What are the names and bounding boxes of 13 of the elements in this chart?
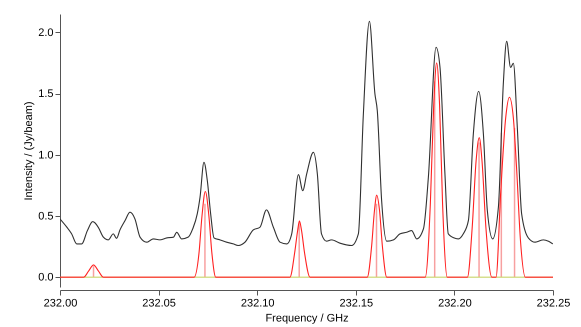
x-tick-label: 232.10 xyxy=(240,298,275,310)
x-axis-title: Frequency / GHz xyxy=(265,312,349,324)
x-tick-label: 232.05 xyxy=(142,298,176,310)
x-tick-label: 232.00 xyxy=(44,298,78,310)
y-tick-label: 0.5 xyxy=(38,210,54,222)
x-tick-label: 232.20 xyxy=(438,298,472,310)
y-tick-label: 1.5 xyxy=(38,88,54,100)
y-tick-label: 2.0 xyxy=(38,26,54,39)
y-tick-label: 1.0 xyxy=(38,149,54,162)
y-tick-label: 0.0 xyxy=(38,272,54,284)
x-tick-label: 232.15 xyxy=(339,298,374,310)
y-axis-title: Intensity / (Jy/beam) xyxy=(23,101,36,201)
x-tick-label: 232.25 xyxy=(536,298,570,310)
